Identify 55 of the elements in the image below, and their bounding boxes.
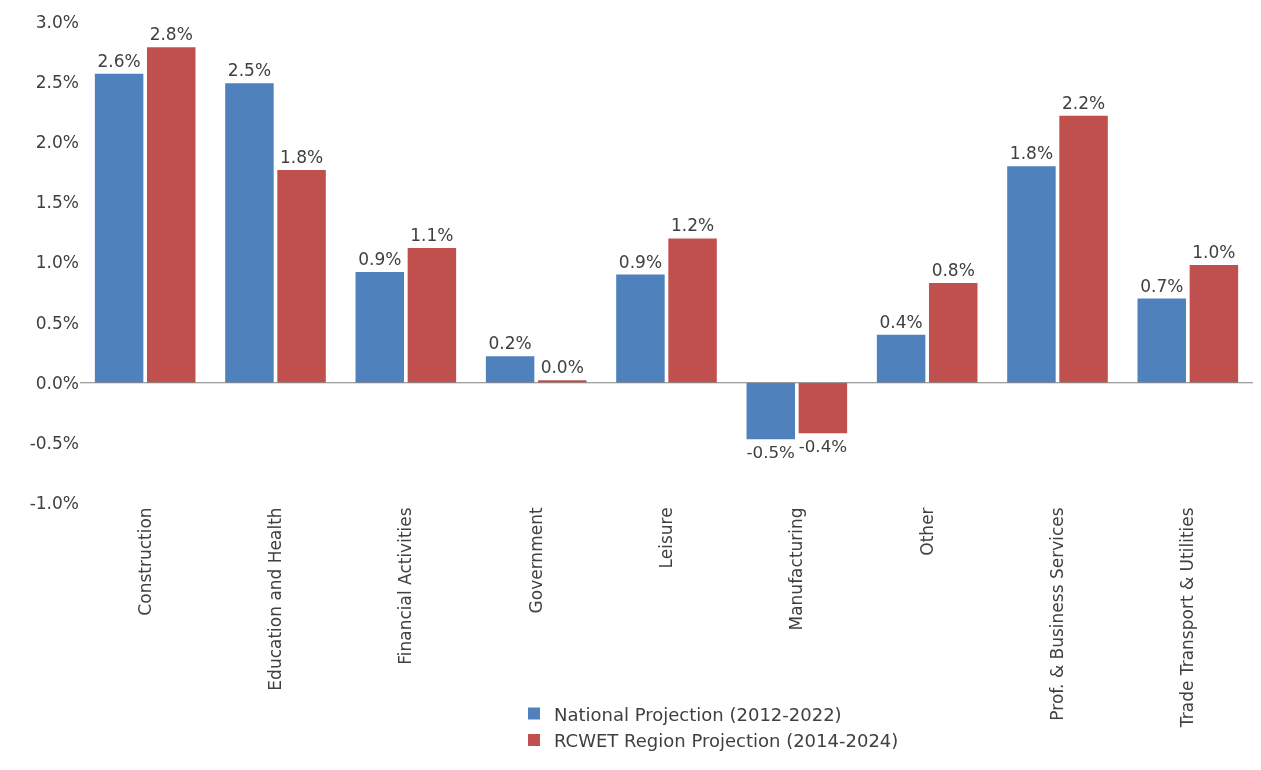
data-label: 0.7% — [1140, 275, 1184, 296]
y-tick-label: 1.5% — [35, 192, 79, 213]
bar — [616, 274, 665, 383]
x-tick-label: Prof. & Business Services — [1047, 507, 1068, 721]
bar — [876, 334, 926, 383]
data-label: 2.8% — [149, 24, 193, 45]
bar — [146, 47, 196, 383]
data-label: 0.9% — [618, 251, 663, 272]
x-tick-label: Trade Transport & Utilities — [1177, 507, 1198, 729]
bar — [277, 169, 326, 383]
x-tick-label: Education and Health — [265, 507, 286, 691]
x-tick-label: Other — [916, 507, 937, 556]
y-tick-label: 0.5% — [35, 312, 79, 333]
x-tick-label: Manufacturing — [786, 507, 807, 631]
legend-label: RCWET Region Projection (2014-2024) — [554, 730, 899, 752]
data-label: 2.2% — [1061, 92, 1106, 113]
y-tick-label: 1.0% — [35, 252, 79, 273]
y-tick-label: 2.5% — [35, 72, 79, 93]
data-label: 0.2% — [488, 333, 532, 354]
bar — [1007, 166, 1056, 383]
bar — [798, 382, 848, 434]
data-label: 1.8% — [1009, 143, 1054, 164]
bar — [355, 272, 405, 383]
data-label: 0.8% — [931, 259, 975, 280]
y-tick-label: -0.5% — [29, 432, 79, 453]
bar — [1189, 264, 1239, 383]
x-tick-label: Leisure — [656, 507, 677, 569]
data-label: 1.1% — [410, 225, 454, 246]
x-tick-label: Government — [525, 507, 546, 614]
bar — [1137, 298, 1187, 383]
bar — [1059, 115, 1108, 383]
data-label: 0.0% — [540, 357, 584, 378]
data-label: 2.6% — [97, 50, 141, 71]
data-label: -0.5% — [746, 442, 795, 462]
data-label: -0.4% — [798, 435, 848, 456]
y-tick-label: -1.0% — [29, 492, 79, 513]
y-tick-label: 0.0% — [35, 372, 79, 393]
data-label: 1.0% — [1192, 241, 1236, 262]
bar — [94, 73, 144, 383]
data-label: 1.2% — [670, 215, 715, 236]
bar — [668, 238, 717, 383]
bar — [225, 83, 274, 383]
legend-label: National Projection (2012-2022) — [554, 703, 842, 725]
bar — [485, 356, 535, 383]
x-tick-label: Construction — [134, 507, 155, 616]
bar — [928, 282, 978, 383]
y-tick-label: 2.0% — [35, 132, 79, 153]
data-label: 0.4% — [879, 311, 923, 332]
data-label: 0.9% — [358, 249, 402, 270]
bar — [407, 248, 457, 383]
bar — [746, 382, 796, 440]
y-tick-label: 3.0% — [35, 11, 79, 32]
x-tick-label: Financial Activities — [395, 507, 416, 665]
data-label: 2.5% — [227, 60, 272, 81]
data-label: 1.8% — [279, 146, 324, 167]
